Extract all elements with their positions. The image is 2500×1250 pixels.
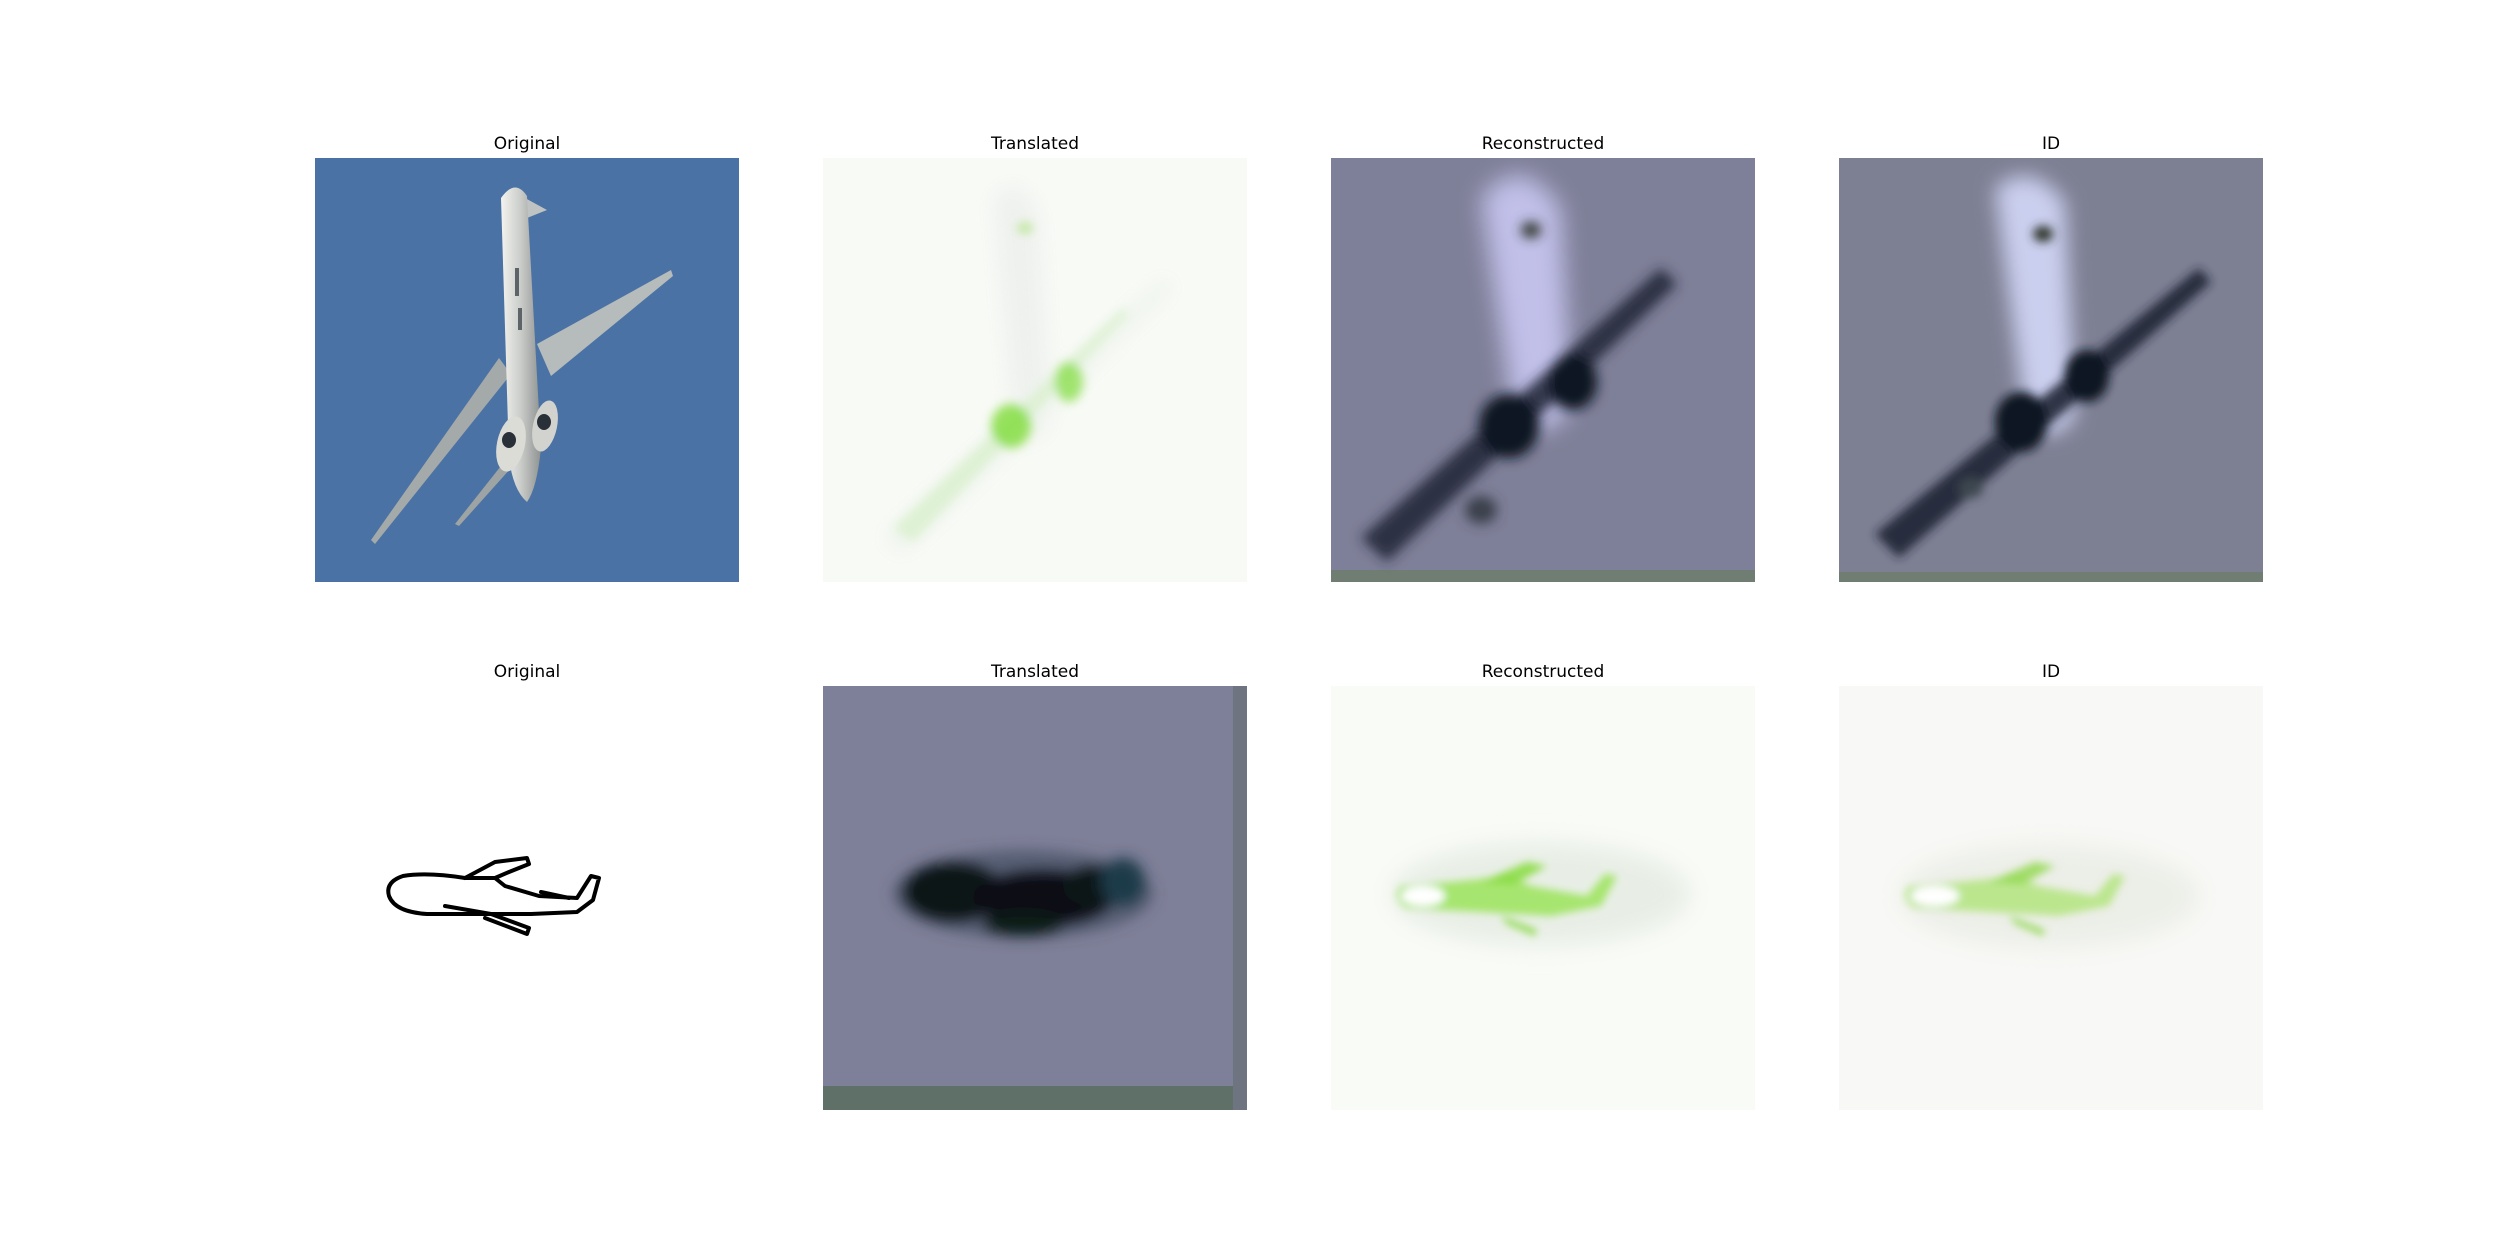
panel-title-translated-row2: Translated	[823, 662, 1247, 682]
translated-dark-airplane-blob	[823, 686, 1247, 1110]
reconstructed-green-airplane	[1331, 686, 1755, 1110]
id-blurry-airplane	[1839, 158, 2263, 582]
panel-title-reconstructed-row2: Reconstructed	[1331, 662, 1755, 682]
panel-title-translated-row1: Translated	[823, 134, 1247, 154]
reconstructed-blurry-airplane	[1331, 158, 1755, 582]
panel-title-reconstructed-row1: Reconstructed	[1331, 134, 1755, 154]
translated-sketch-airplane	[823, 158, 1247, 582]
id-green-airplane	[1839, 686, 2263, 1110]
original-photo-airplane	[315, 158, 739, 582]
panel-title-id-row2: ID	[1839, 662, 2263, 682]
panel-title-original-row1: Original	[315, 134, 739, 154]
panel-title-original-row2: Original	[315, 662, 739, 682]
panel-title-id-row1: ID	[1839, 134, 2263, 154]
original-line-sketch-airplane	[315, 686, 739, 1110]
